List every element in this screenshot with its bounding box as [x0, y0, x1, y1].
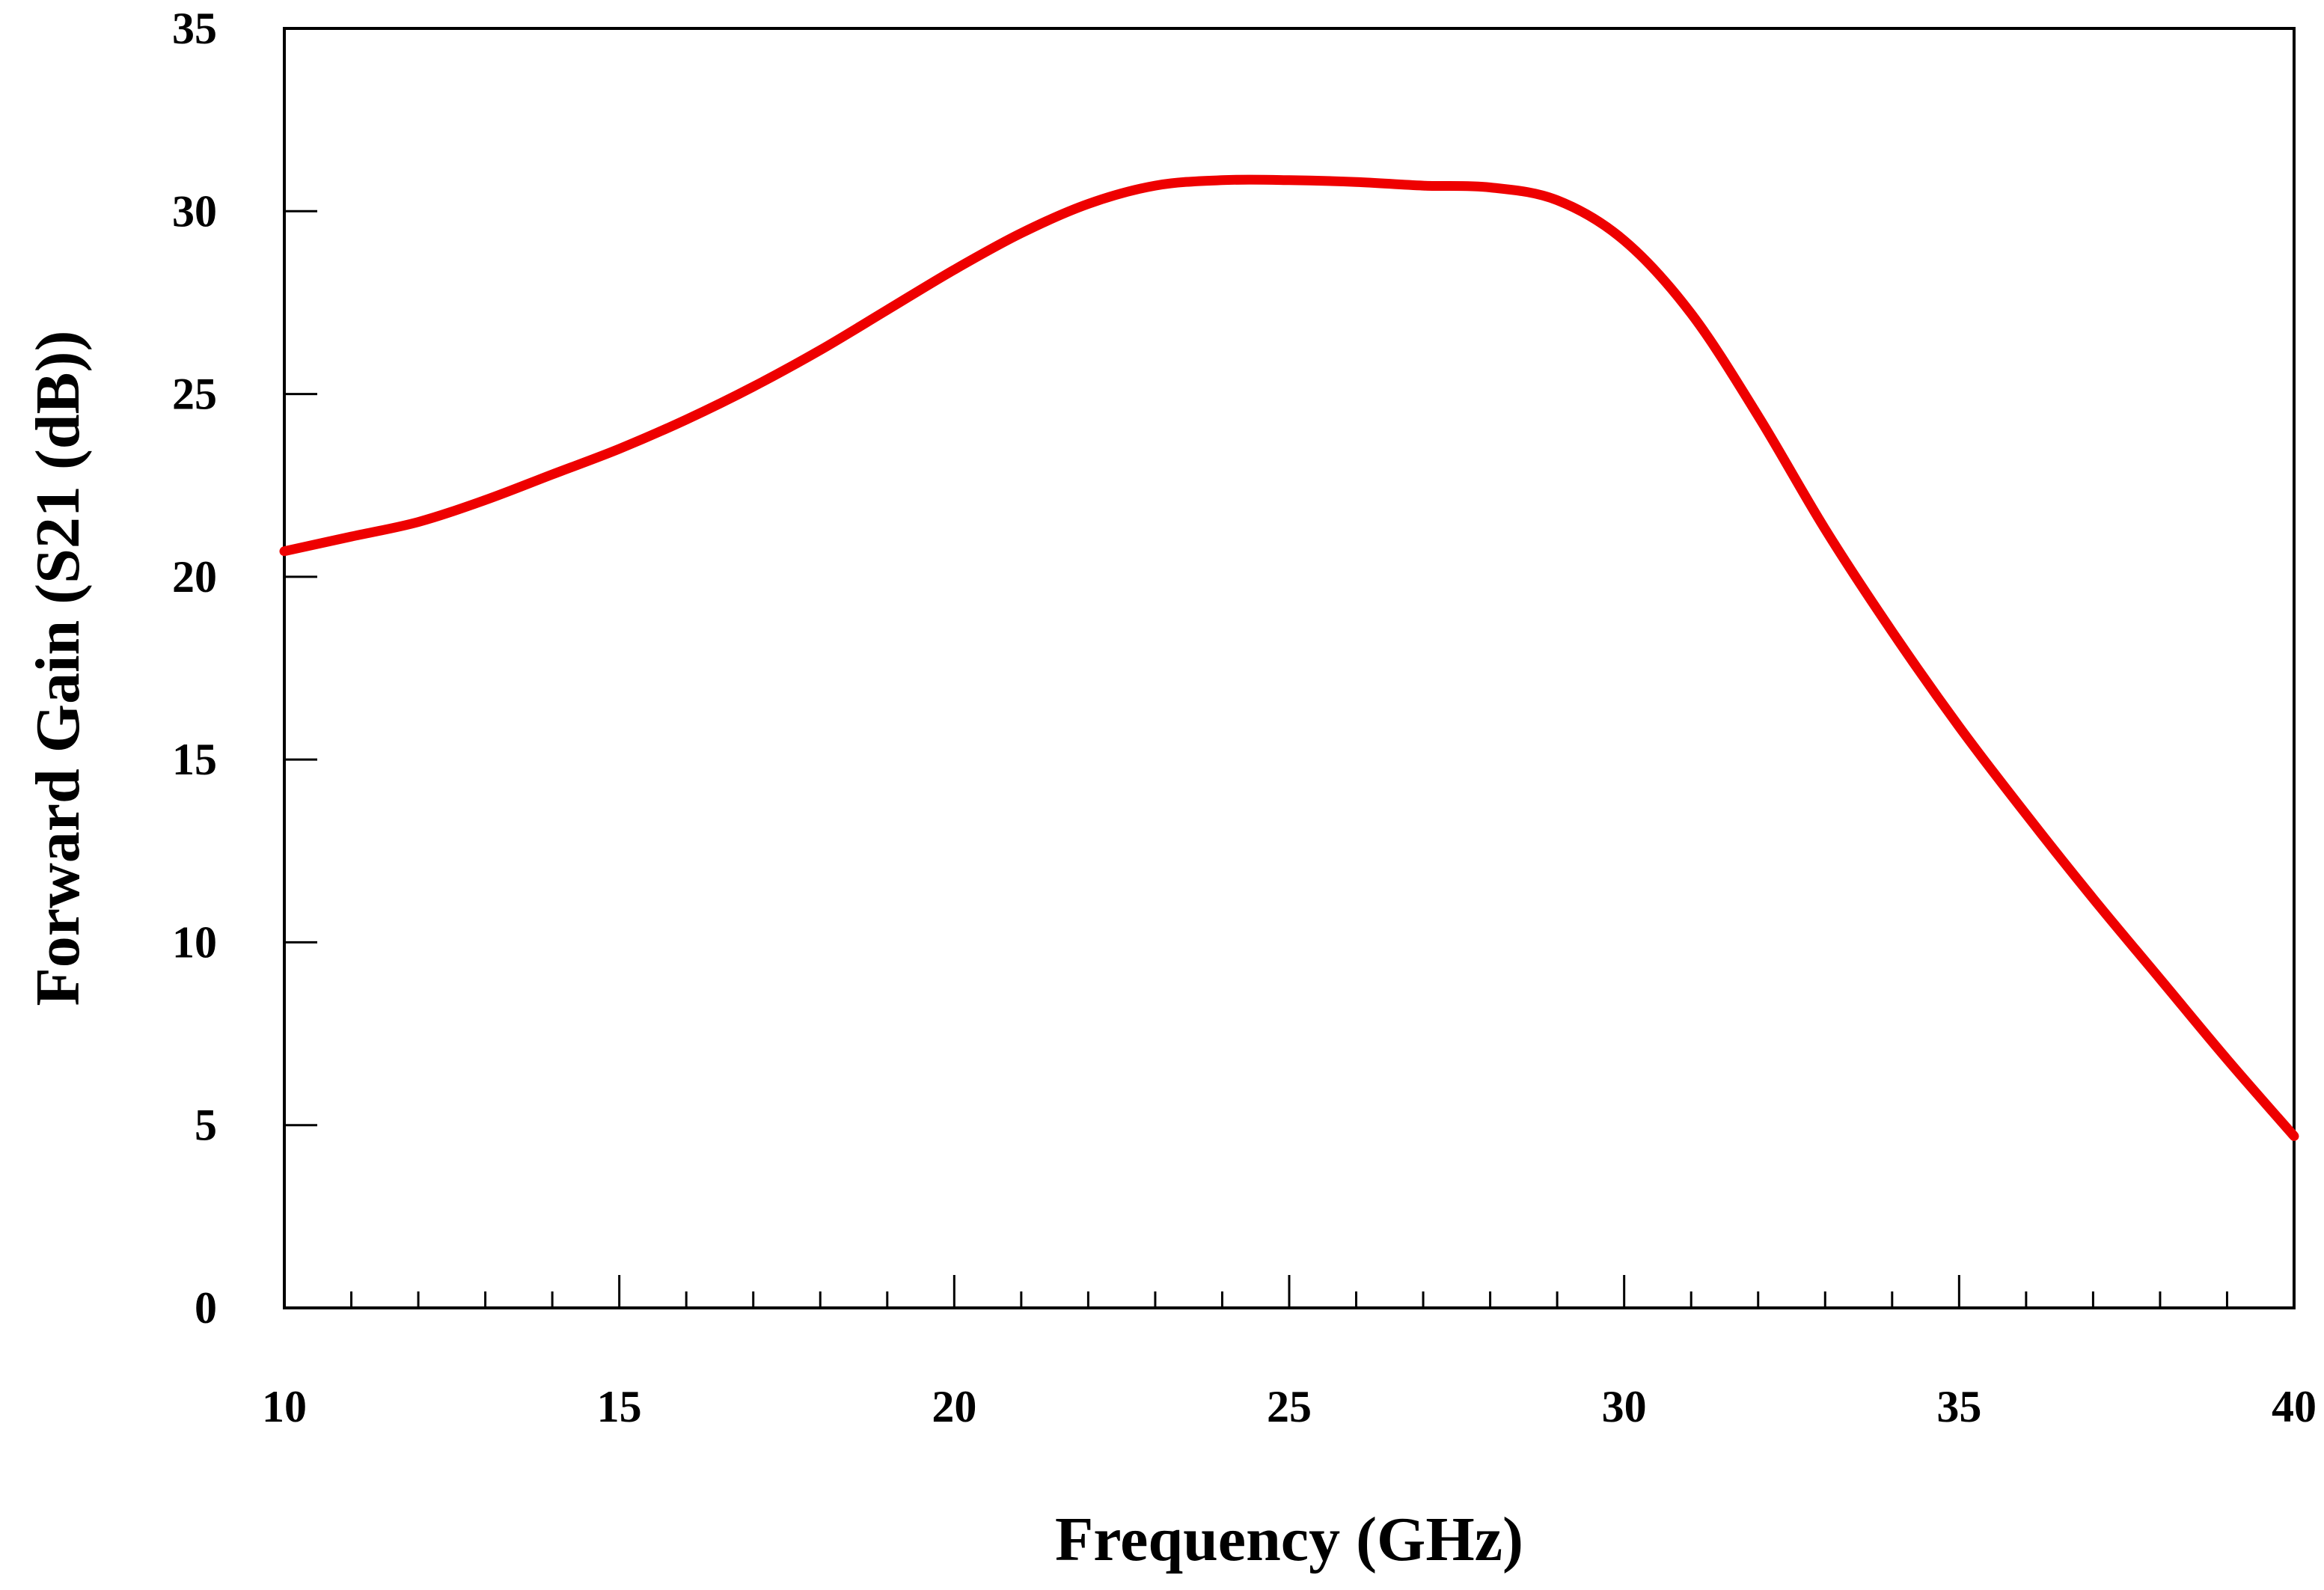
y-tick-label: 30	[172, 186, 217, 236]
x-tick-label: 40	[2272, 1382, 2317, 1431]
y-tick-label: 35	[172, 4, 217, 53]
y-tick-label: 10	[172, 917, 217, 967]
series-line	[279, 174, 2299, 1141]
x-tick-label: 10	[262, 1382, 307, 1431]
y-tick-label: 20	[172, 552, 217, 602]
x-tick-label: 35	[1936, 1382, 1981, 1431]
x-tick-label: 30	[1602, 1382, 1647, 1431]
y-tick-label: 0	[195, 1283, 217, 1333]
x-tick-label: 20	[932, 1382, 976, 1431]
x-minor-ticks	[350, 1291, 2228, 1308]
y-axis-title: Forward Gain (S21 (dB))	[23, 331, 93, 1006]
y-tick-label: 15	[172, 735, 217, 784]
x-tick-label: 15	[597, 1382, 642, 1431]
y-tick-label: 25	[172, 370, 217, 419]
x-axis-ticks: 10 15 20 25 30 35 40	[262, 1275, 2317, 1431]
y-axis-ticks: 0 5 10 15 20 25 30 35	[172, 4, 317, 1333]
y-tick-label: 5	[195, 1101, 217, 1150]
x-tick-label: 25	[1267, 1382, 1312, 1431]
plot-area	[283, 27, 2296, 1309]
x-axis-title: Frequency (GHz)	[1055, 1505, 1523, 1574]
